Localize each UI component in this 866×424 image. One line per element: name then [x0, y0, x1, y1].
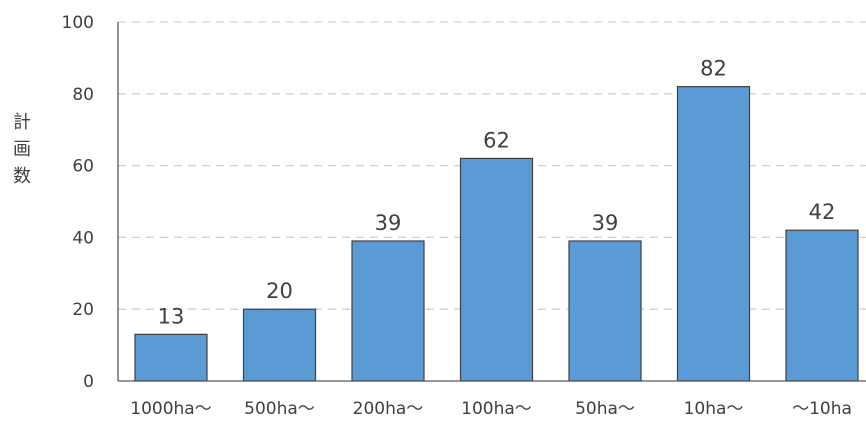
bar: [242, 308, 317, 382]
x-category-label: 1000ha～: [130, 399, 211, 419]
data-labels: 13 20 39 62 39 82 42: [158, 57, 836, 329]
y-tick-label: 40: [72, 228, 94, 248]
bar: [785, 229, 859, 382]
x-category-label: 50ha～: [575, 399, 635, 419]
y-tick-label: 100: [62, 13, 94, 33]
y-tick-label: 0: [83, 372, 94, 392]
y-tick-label: 60: [72, 157, 94, 177]
data-label: 20: [266, 279, 293, 303]
y-axis-label-char: 画: [13, 139, 31, 160]
data-label: 42: [809, 200, 836, 224]
y-tick-label: 80: [72, 85, 94, 105]
data-label: 39: [592, 211, 619, 235]
x-category-label: ～10ha: [792, 399, 852, 419]
bar: [676, 86, 751, 382]
data-label: 39: [375, 211, 402, 235]
bar: [459, 157, 534, 382]
bar: [134, 333, 208, 382]
data-label: 13: [158, 304, 185, 328]
y-axis-ticks: 0 20 40 60 80 100: [62, 13, 94, 392]
bar: [351, 240, 425, 382]
x-category-label: 10ha～: [684, 399, 744, 419]
x-category-label: 200ha～: [353, 399, 424, 419]
x-category-label: 100ha～: [461, 399, 532, 419]
y-tick-label: 20: [72, 300, 94, 320]
bars: [134, 86, 859, 382]
x-category-label: 500ha～: [244, 399, 315, 419]
y-axis-label-char: 計: [13, 112, 31, 133]
data-label: 62: [483, 128, 510, 152]
data-label: 82: [700, 57, 727, 81]
y-axis-label-char: 数: [13, 166, 31, 187]
y-axis-label: 計画数: [13, 112, 31, 187]
bar: [568, 240, 642, 382]
x-axis-category-labels: 1000ha～ 500ha～ 200ha～ 100ha～ 50ha～ 10ha～ ～10ha: [130, 399, 852, 419]
